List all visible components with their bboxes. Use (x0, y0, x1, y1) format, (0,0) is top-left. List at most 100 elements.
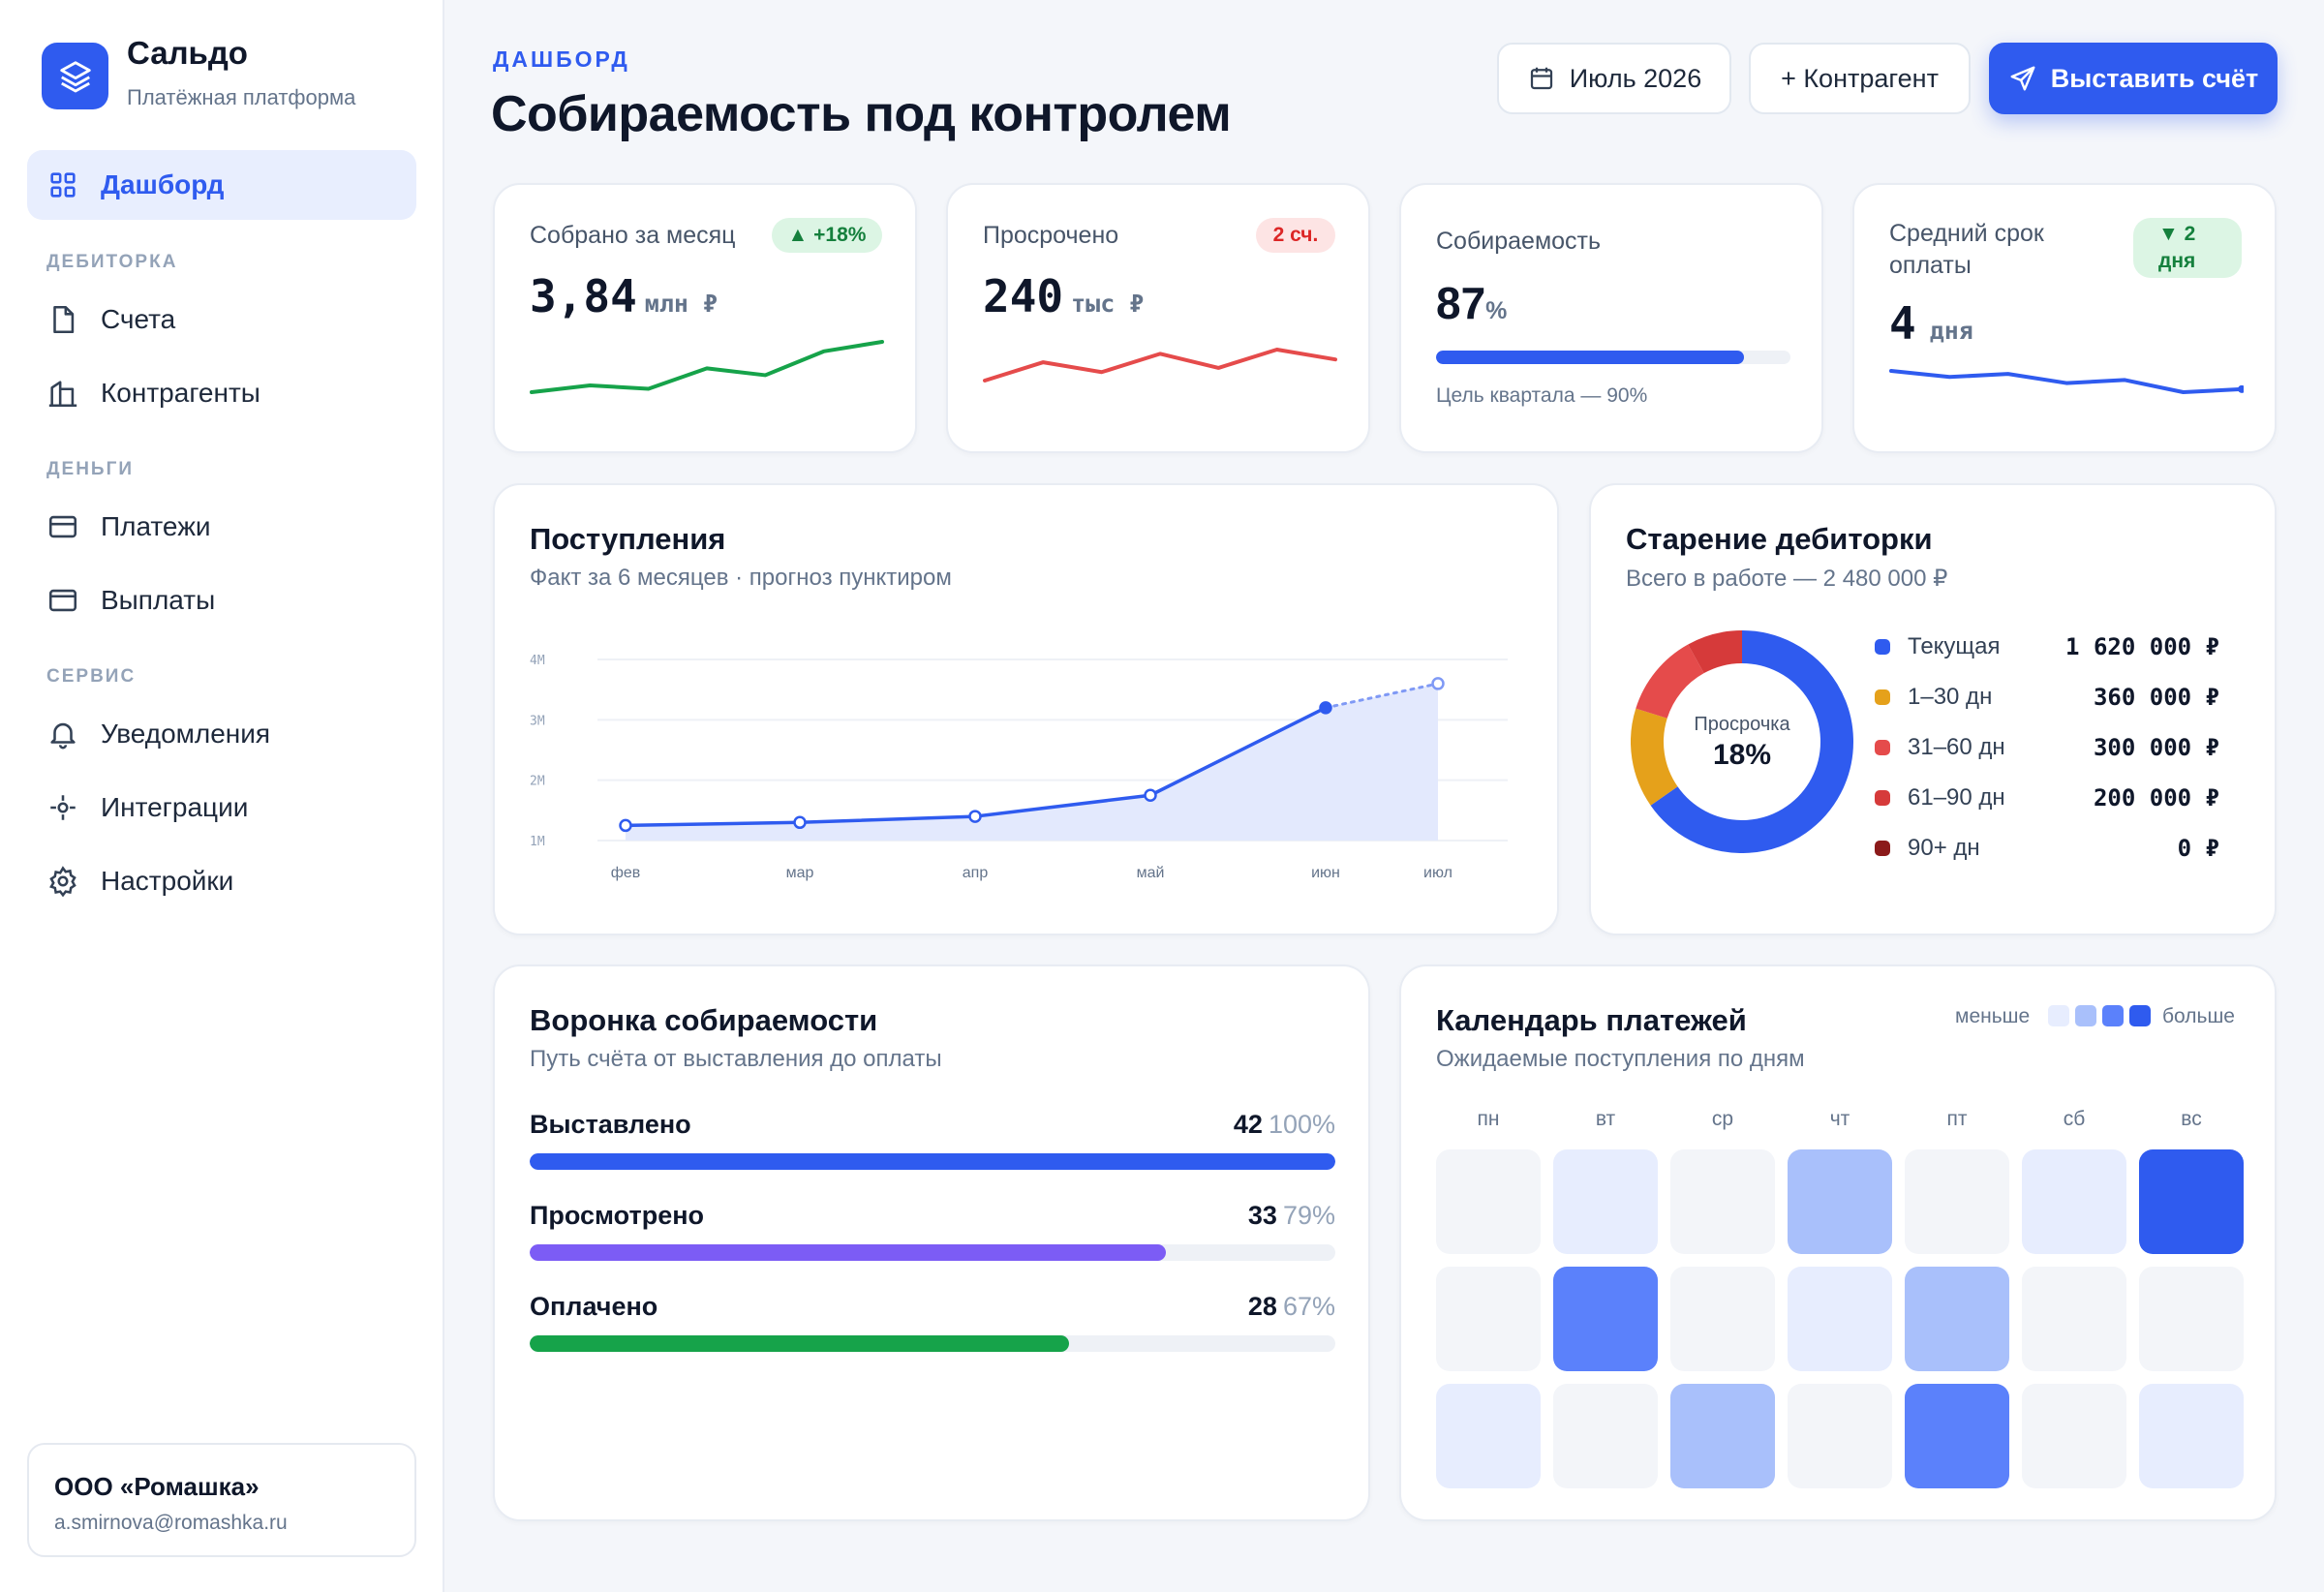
aging-legend-item: 61–90 дн 200 000 ₽ (1875, 779, 2219, 817)
calendar-day-cell[interactable] (1905, 1384, 2009, 1488)
x-tick-label: июл (1423, 865, 1452, 881)
legend-label: Текущая (1908, 633, 2001, 659)
funnel-count: 28 (1247, 1292, 1277, 1321)
kpi-overdue-value: 240 (983, 270, 1064, 322)
kpi-overdue-unit: тыс ₽ (1071, 290, 1145, 318)
funnel-count: 42 (1233, 1110, 1263, 1139)
nav-dashboard[interactable]: Дашборд (27, 150, 416, 220)
nav-counterparties[interactable]: Контрагенты (27, 358, 416, 428)
calendar-day-cell[interactable] (2022, 1384, 2126, 1488)
funnel-label: Оплачено (530, 1292, 658, 1321)
bell-icon (50, 722, 76, 750)
calendar-day-cell[interactable] (1670, 1149, 1775, 1254)
brand-name: Сальдо (127, 35, 248, 71)
kpi-rate-progress (1436, 351, 1790, 364)
building-icon (48, 381, 77, 408)
calendar-day-cell[interactable] (1553, 1267, 1658, 1371)
issue-invoice-button[interactable]: Выставить счёт (1989, 43, 2278, 114)
funnel-track (530, 1153, 1335, 1170)
calendar-day-cell[interactable] (1905, 1149, 2009, 1254)
sparkline-path (530, 340, 884, 394)
income-point (793, 815, 807, 830)
calendar-day-cell[interactable] (1670, 1267, 1775, 1371)
send-icon (2010, 66, 2035, 91)
calendar-day-cell[interactable] (1788, 1267, 1892, 1371)
kpi-overdue-label: Просрочено (983, 222, 1119, 249)
income-point (619, 818, 632, 833)
nav-integrations[interactable]: Интеграции (27, 773, 416, 842)
nav-settings[interactable]: Настройки (27, 846, 416, 916)
grid-icon (50, 172, 76, 198)
calendar-day-cell[interactable] (1788, 1384, 1892, 1488)
sidebar: Сальдо Платёжная платформа Дашборд ДЕБИТ… (0, 0, 444, 1592)
kpi-collected-label: Собрано за месяц (530, 222, 736, 249)
nav-payouts[interactable]: Выплаты (27, 566, 416, 635)
scale-swatch (2075, 1005, 2096, 1026)
income-point (1144, 788, 1157, 802)
issue-invoice-label: Выставить счёт (2050, 63, 2259, 93)
nav-group-money: ДЕНЬГИ (46, 459, 135, 479)
legend-swatch (1875, 841, 1890, 856)
kpi-rate-unit: % (1485, 297, 1508, 324)
funnel-title: Воронка собираемости (530, 1003, 878, 1037)
y-tick-label: 2M (530, 775, 545, 789)
x-tick-label: фев (611, 865, 641, 881)
income-point (1319, 701, 1332, 715)
gear-icon (49, 866, 76, 898)
funnel-track (530, 1244, 1335, 1261)
period-picker-button[interactable]: Июль 2026 (1497, 43, 1731, 114)
nav-integrations-label: Интеграции (101, 792, 249, 822)
calendar-day-cell[interactable] (1436, 1384, 1541, 1488)
kpi-collected-sparkline (530, 340, 884, 394)
calendar-title: Календарь платежей (1436, 1003, 1747, 1037)
nav-invoices[interactable]: Счета (27, 285, 416, 354)
nav-notifications[interactable]: Уведомления (27, 699, 416, 769)
kpi-card-collected: Собрано за месяц ▲ +18% 3,84 млн ₽ (493, 183, 917, 453)
legend-label: 90+ дн (1908, 835, 1980, 861)
scale-less-label: меньше (1955, 1005, 2031, 1027)
add-counterparty-button[interactable]: + Контрагент (1749, 43, 1971, 114)
calendar-day-cell[interactable] (1436, 1267, 1541, 1371)
brand-logo-icon[interactable] (42, 43, 108, 109)
weekday-label: пт (1946, 1108, 1968, 1130)
kpi-avg-term-unit: дня (1929, 317, 1973, 345)
calendar-day-cell[interactable] (1788, 1149, 1892, 1254)
funnel-card: Воронка собираемости Путь счёта от выста… (493, 964, 1370, 1521)
legend-value: 360 000 ₽ (2093, 684, 2219, 711)
kpi-rate-goal: Цель квартала — 90% (1436, 384, 1648, 407)
funnel-row: Просмотрено 33 79% (530, 1201, 1335, 1261)
kpi-collected-value: 3,84 (530, 270, 637, 322)
weekday-label: чт (1829, 1108, 1850, 1130)
calendar-day-cell[interactable] (2022, 1267, 2126, 1371)
y-tick-label: 3M (530, 714, 545, 728)
integration-icon (50, 795, 76, 820)
kpi-avg-term-sparkline (1889, 369, 2244, 394)
nav-payments[interactable]: Платежи (27, 492, 416, 562)
funnel-bar (530, 1244, 1167, 1261)
calendar-day-cell[interactable] (2139, 1384, 2244, 1488)
y-tick-label: 4M (530, 654, 545, 668)
weekday-label: пн (1477, 1108, 1500, 1130)
sparkline-path (1889, 369, 2244, 394)
nav-counterparties-label: Контрагенты (101, 378, 260, 408)
calendar-day-cell[interactable] (2022, 1149, 2126, 1254)
funnel-row: Выставлено 42 100% (530, 1110, 1335, 1170)
calendar-day-cell[interactable] (2139, 1267, 2244, 1371)
legend-swatch (1875, 639, 1890, 655)
brand-subtitle: Платёжная платформа (127, 85, 356, 109)
kpi-collected-badge: ▲ +18% (772, 218, 882, 253)
calendar-day-cell[interactable] (1436, 1149, 1541, 1254)
calendar-day-cell[interactable] (1670, 1384, 1775, 1488)
calendar-day-cell[interactable] (1553, 1149, 1658, 1254)
kpi-avg-term-label: Средний срок оплаты (1889, 220, 2044, 279)
calendar-day-cell[interactable] (1905, 1267, 2009, 1371)
org-switcher[interactable]: ООО «Ромашка» a.smirnova@romashka.ru (27, 1443, 416, 1557)
org-email: a.smirnova@romashka.ru (54, 1512, 288, 1534)
funnel-pct: 100% (1268, 1110, 1335, 1139)
aging-legend-item: Текущая 1 620 000 ₽ (1875, 628, 2219, 666)
donut-slice (1688, 630, 1743, 674)
income-point (968, 810, 982, 823)
funnel-track (530, 1335, 1335, 1352)
calendar-day-cell[interactable] (2139, 1149, 2244, 1254)
calendar-day-cell[interactable] (1553, 1384, 1658, 1488)
